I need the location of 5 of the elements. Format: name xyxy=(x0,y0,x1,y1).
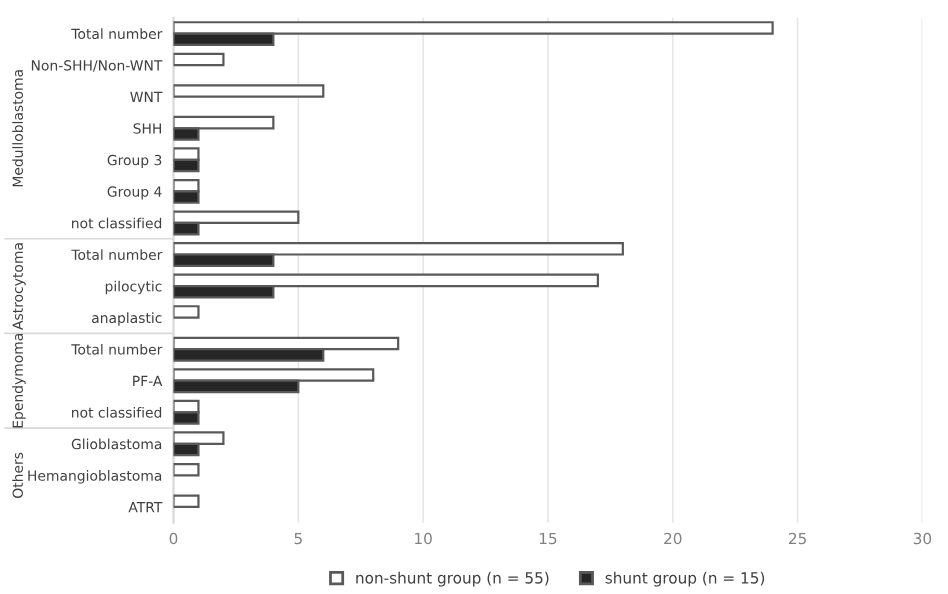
bar xyxy=(173,52,225,67)
bar xyxy=(173,462,200,477)
bar xyxy=(173,305,200,319)
bar xyxy=(173,84,325,98)
bar xyxy=(173,494,200,509)
